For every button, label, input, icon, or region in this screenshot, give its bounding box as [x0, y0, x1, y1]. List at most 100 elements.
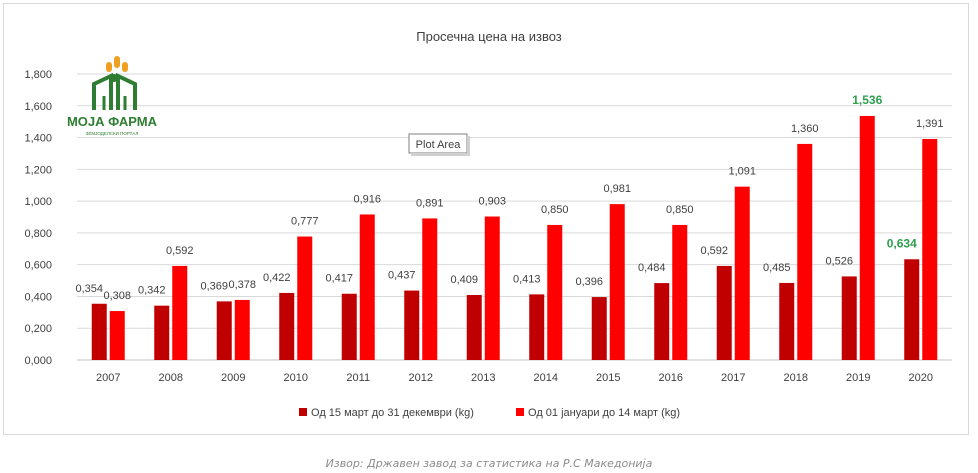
legend-label-series-1: Од 15 март до 31 декември (kg): [311, 407, 474, 419]
data-label-series-1-2015: 0,396: [575, 276, 603, 288]
y-tick-label: 0,800: [24, 228, 52, 240]
bar-series-2-2013: [484, 216, 500, 360]
x-tick-label: 2008: [159, 372, 183, 384]
bar-series-1-2019: [841, 276, 857, 360]
y-tick-label: 0,400: [24, 291, 52, 303]
data-label-series-2-2020: 1,391: [916, 118, 944, 130]
data-label-series-1-2017: 0,592: [700, 245, 728, 257]
x-tick-label: 2019: [846, 372, 870, 384]
data-label-series-2-2015: 0,981: [603, 183, 631, 195]
data-label-series-2-2011: 0,916: [353, 193, 381, 205]
data-label-series-2-2010: 0,777: [291, 216, 319, 228]
bars: [91, 115, 938, 361]
y-tick-label: 1,200: [24, 164, 52, 176]
bar-series-2-2019: [859, 115, 875, 361]
source-note: Извор: Државен завод за статистика на Р.…: [325, 457, 653, 470]
data-label-series-2-2009: 0,378: [228, 279, 256, 291]
bar-series-1-2014: [529, 294, 545, 360]
grid-lines: [77, 73, 952, 361]
y-axis-ticks: 0,000 0,200 0,400 0,600 0,800 1,000 1,200 1,400…: [24, 69, 52, 367]
legend: Од 15 март до 31 декември (kg) Од 01 јан…: [299, 407, 680, 419]
x-tick-label: 2010: [284, 372, 308, 384]
x-tick-label: 2020: [909, 372, 933, 384]
bar-series-2-2011: [359, 214, 375, 360]
legend-swatch-series-1: [299, 408, 307, 416]
bar-series-1-2018: [779, 282, 795, 360]
legend-label-series-2: Од 01 јануари до 14 март (kg): [528, 407, 680, 419]
wheat-logo-icon: [92, 56, 137, 110]
logo-text: МОЈА ФАРМА: [67, 114, 158, 129]
bar-series-2-2012: [422, 218, 438, 360]
bar-series-2-2009: [234, 299, 250, 360]
data-label-series-2-2013: 0,903: [478, 196, 506, 208]
bar-series-1-2011: [341, 293, 357, 360]
y-tick-label: 0,600: [24, 260, 52, 272]
bar-series-2-2017: [734, 186, 750, 360]
bar-series-2-2014: [547, 224, 563, 360]
x-tick-label: 2014: [534, 372, 558, 384]
bar-series-2-2007: [109, 311, 125, 360]
bar-series-1-2013: [466, 295, 482, 360]
bar-series-2-2015: [609, 204, 625, 360]
data-label-series-1-2016: 0,484: [638, 262, 666, 274]
bar-series-2-2020: [922, 138, 938, 360]
bar-series-1-2017: [716, 265, 732, 360]
logo-tagline: ЗЕМЈОДЕЛСКИ ПОРТАЛ: [86, 131, 139, 136]
bar-series-1-2020: [904, 259, 920, 360]
bar-series-1-2008: [154, 305, 170, 360]
data-label-series-1-2019: 0,526: [825, 255, 853, 267]
data-label-series-1-2011: 0,417: [325, 273, 353, 285]
chart-title: Просечна цена на извоз: [416, 29, 562, 44]
x-tick-label: 2017: [721, 372, 745, 384]
tooltip-text: Plot Area: [416, 139, 462, 151]
data-label-series-2-2007: 0,308: [103, 290, 131, 302]
chart-svg: Просечна цена на извоз 0,0000,2000,4000,…: [24, 29, 952, 419]
bar-series-2-2008: [172, 265, 188, 360]
x-tick-label: 2009: [221, 372, 245, 384]
bar-series-1-2007: [91, 303, 107, 360]
data-label-series-2-2019: 1,536: [852, 93, 882, 107]
moja-farma-logo: МОЈА ФАРМА ЗЕМЈОДЕЛСКИ ПОРТАЛ: [67, 56, 158, 136]
y-tick-label: 0,000: [24, 355, 52, 367]
data-label-series-1-2014: 0,413: [513, 273, 541, 285]
x-tick-label: 2011: [346, 372, 370, 384]
data-label-series-1-2008: 0,342: [138, 285, 166, 297]
x-tick-label: 2018: [784, 372, 808, 384]
y-tick-label: 1,600: [24, 101, 52, 113]
x-axis-ticks: 2007 2008 2009 2010 2011 2012 2013 2014 2015 2016…: [96, 372, 933, 384]
bar-series-2-2018: [797, 143, 813, 360]
y-tick-label: 1,400: [24, 133, 52, 145]
data-label-series-2-2017: 1,091: [728, 166, 756, 178]
data-label-series-2-2012: 0,891: [416, 197, 444, 209]
data-label-series-1-2007: 0,354: [75, 283, 103, 295]
bar-series-1-2009: [216, 301, 232, 360]
x-tick-label: 2012: [409, 372, 433, 384]
bar-series-2-2016: [672, 224, 688, 360]
data-label-series-2-2016: 0,850: [666, 204, 694, 216]
data-label-series-2-2014: 0,850: [541, 204, 569, 216]
data-label-series-1-2012: 0,437: [388, 270, 416, 282]
data-label-series-2-2008: 0,592: [166, 245, 194, 257]
plot-area-tooltip: Plot Area: [408, 133, 470, 156]
x-tick-label: 2016: [659, 372, 683, 384]
y-tick-label: 0,200: [24, 323, 52, 335]
data-label-series-1-2020: 0,634: [887, 236, 917, 250]
data-label-series-1-2009: 0,369: [200, 280, 228, 292]
chart-frame: Просечна цена на извоз 0,000 0,200 0,400 0,…: [3, 3, 969, 435]
data-label-series-2-2018: 1,360: [791, 123, 819, 135]
data-label-series-1-2013: 0,409: [450, 274, 478, 286]
x-tick-label: 2013: [471, 372, 495, 384]
bar-series-1-2016: [654, 283, 670, 360]
x-tick-label: 2015: [596, 372, 620, 384]
data-label-series-1-2018: 0,485: [763, 262, 791, 274]
y-tick-label: 1,000: [24, 196, 52, 208]
bar-series-1-2015: [591, 297, 607, 360]
bar-series-1-2010: [279, 292, 295, 360]
x-tick-label: 2007: [96, 372, 120, 384]
bar-series-2-2010: [297, 236, 313, 360]
bar-series-1-2012: [404, 290, 420, 360]
y-tick-label: 1,800: [24, 69, 52, 81]
legend-swatch-series-2: [516, 408, 524, 416]
data-label-series-1-2010: 0,422: [263, 272, 291, 284]
